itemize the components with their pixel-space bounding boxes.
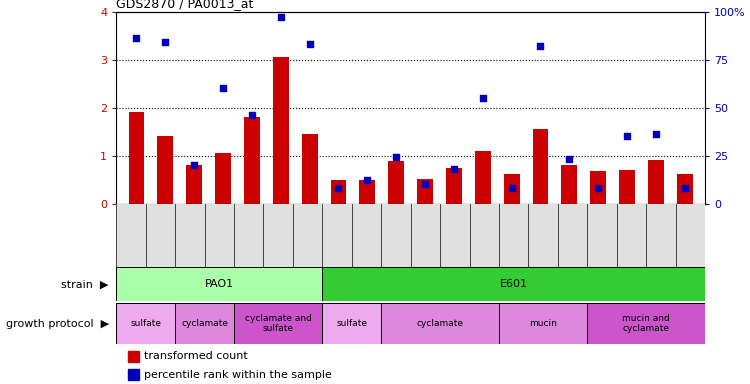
Bar <box>244 117 260 204</box>
Point <box>621 133 633 139</box>
Bar <box>562 165 578 204</box>
Point <box>506 185 518 191</box>
Text: cyclamate: cyclamate <box>416 319 464 328</box>
Bar <box>302 134 317 204</box>
Point <box>159 39 171 45</box>
Point <box>535 43 547 49</box>
Point <box>563 156 575 162</box>
Bar <box>359 180 375 204</box>
Text: cyclamate: cyclamate <box>181 319 228 328</box>
Point <box>477 95 489 101</box>
Bar <box>532 129 548 204</box>
Bar <box>446 167 462 204</box>
Bar <box>499 303 587 344</box>
Bar <box>331 180 346 204</box>
Point <box>592 185 604 191</box>
Bar <box>648 161 664 204</box>
Point <box>130 35 142 41</box>
Text: sulfate: sulfate <box>130 319 161 328</box>
Point <box>448 166 460 172</box>
Bar <box>128 112 145 204</box>
Bar <box>620 170 635 204</box>
Text: strain  ▶: strain ▶ <box>62 279 109 289</box>
Bar <box>128 351 139 362</box>
Text: transformed count: transformed count <box>144 351 248 361</box>
Bar <box>273 57 289 204</box>
Bar <box>322 267 705 301</box>
Text: GDS2870 / PA0013_at: GDS2870 / PA0013_at <box>116 0 254 10</box>
Text: sulfate: sulfate <box>336 319 368 328</box>
Point <box>274 14 286 20</box>
Bar <box>116 267 322 301</box>
Bar <box>175 303 234 344</box>
Point <box>419 181 431 187</box>
Point <box>304 41 316 47</box>
Bar <box>504 174 520 204</box>
Point <box>390 154 402 161</box>
Bar <box>381 303 499 344</box>
Text: mucin: mucin <box>530 319 557 328</box>
Text: mucin and
cyclamate: mucin and cyclamate <box>622 314 670 333</box>
Text: PAO1: PAO1 <box>205 279 234 289</box>
Bar <box>158 136 173 204</box>
Bar <box>388 161 404 204</box>
Bar <box>590 171 606 204</box>
Point <box>679 185 691 191</box>
Bar <box>186 165 202 204</box>
Bar <box>475 151 490 204</box>
Text: E601: E601 <box>500 279 528 289</box>
Text: percentile rank within the sample: percentile rank within the sample <box>144 370 332 380</box>
Bar <box>234 303 322 344</box>
Point <box>362 177 374 184</box>
Bar <box>128 369 139 380</box>
Point <box>217 85 229 91</box>
Point <box>650 131 662 137</box>
Bar <box>322 303 381 344</box>
Bar <box>587 303 705 344</box>
Bar <box>417 179 433 204</box>
Bar <box>676 174 693 204</box>
Bar <box>116 303 175 344</box>
Point <box>332 185 344 191</box>
Bar <box>215 153 231 204</box>
Text: growth protocol  ▶: growth protocol ▶ <box>5 318 109 329</box>
Point <box>188 162 200 168</box>
Text: cyclamate and
sulfate: cyclamate and sulfate <box>244 314 311 333</box>
Point <box>246 112 258 118</box>
